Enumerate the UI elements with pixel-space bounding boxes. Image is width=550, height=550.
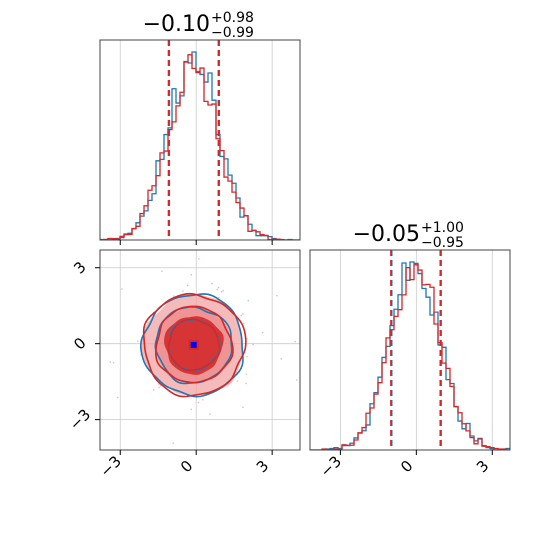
sample-point xyxy=(245,382,247,385)
sample-point xyxy=(159,385,162,387)
sample-point xyxy=(296,379,298,381)
sample-point xyxy=(211,282,213,285)
x-ticks xyxy=(119,240,273,245)
x-ticks: −3 0 3 xyxy=(97,450,273,481)
sample-point xyxy=(209,413,211,415)
sample-point xyxy=(190,273,193,276)
contour-series-2 xyxy=(142,292,247,398)
sample-point xyxy=(240,314,243,317)
tick-label: 0 xyxy=(70,334,89,353)
sample-point xyxy=(276,294,278,297)
axes-frame xyxy=(99,249,301,451)
sample-point xyxy=(172,442,175,444)
sample-point xyxy=(242,313,244,315)
tick-label: 3 xyxy=(253,457,272,476)
sample-point xyxy=(137,340,139,342)
tick-label: −3 xyxy=(66,405,94,433)
sample-point xyxy=(202,398,204,401)
y-ticks: −3 0 3 xyxy=(66,258,100,434)
sample-point xyxy=(261,331,264,334)
sample-point xyxy=(116,396,119,399)
sample-point xyxy=(216,288,218,291)
sample-point xyxy=(222,289,224,292)
tick-label: 3 xyxy=(473,457,492,476)
sample-point xyxy=(294,340,296,343)
sample-point xyxy=(247,299,250,302)
sample-point xyxy=(236,380,239,382)
histogram-series-2 xyxy=(310,264,510,450)
histogram-series-2 xyxy=(100,54,300,240)
sample-point xyxy=(220,290,223,293)
title-upper-error: +0.98 xyxy=(211,10,254,26)
sample-point xyxy=(186,284,189,287)
center-marker xyxy=(190,341,197,348)
sample-point xyxy=(182,290,184,293)
sample-point xyxy=(252,343,254,346)
sample-point xyxy=(197,401,200,404)
sample-point xyxy=(198,257,200,260)
sample-point xyxy=(243,322,245,324)
title-lower-error: −0.99 xyxy=(211,25,254,41)
contour-series-2 xyxy=(155,305,234,384)
sample-point xyxy=(109,361,112,363)
contour-series-2 xyxy=(167,318,221,372)
sample-point xyxy=(112,361,115,364)
axes-frame xyxy=(309,249,511,451)
title-lower-error: −0.95 xyxy=(421,235,464,251)
tick-label: 0 xyxy=(397,457,416,476)
joint-distribution-panel: −3 0 3 −3 0 3 xyxy=(66,249,301,481)
sample-point xyxy=(146,321,149,323)
histogram-series-1 xyxy=(100,51,300,240)
sample-point xyxy=(280,358,283,360)
tick-label: −3 xyxy=(317,452,345,480)
sample-point xyxy=(152,389,155,391)
grid-lines xyxy=(119,40,273,240)
tick-label: 3 xyxy=(70,258,89,277)
sample-point xyxy=(242,406,244,409)
x-ticks: −3 0 3 xyxy=(317,450,493,481)
tick-label: 0 xyxy=(177,457,196,476)
sample-point xyxy=(245,373,248,375)
axes-frame xyxy=(99,39,301,241)
sample-point xyxy=(158,386,160,389)
sample-point xyxy=(161,270,163,273)
sample-point xyxy=(121,288,123,290)
title-upper-error: +1.00 xyxy=(421,220,464,236)
sample-point xyxy=(190,408,193,411)
title-median: −0.10 xyxy=(143,12,210,37)
tick-label: −3 xyxy=(97,452,125,480)
title-median: −0.05 xyxy=(353,222,420,247)
grid-lines xyxy=(339,250,493,450)
sample-point xyxy=(172,295,175,297)
histogram-panel-param-2: −3 0 3 −0.05 +1.00 −0.95 xyxy=(309,220,511,481)
histogram-panel-param-1: −0.10 +0.98 −0.99 xyxy=(99,10,301,245)
sample-point xyxy=(217,286,220,289)
sample-point xyxy=(218,296,220,299)
sample-point xyxy=(246,355,248,358)
